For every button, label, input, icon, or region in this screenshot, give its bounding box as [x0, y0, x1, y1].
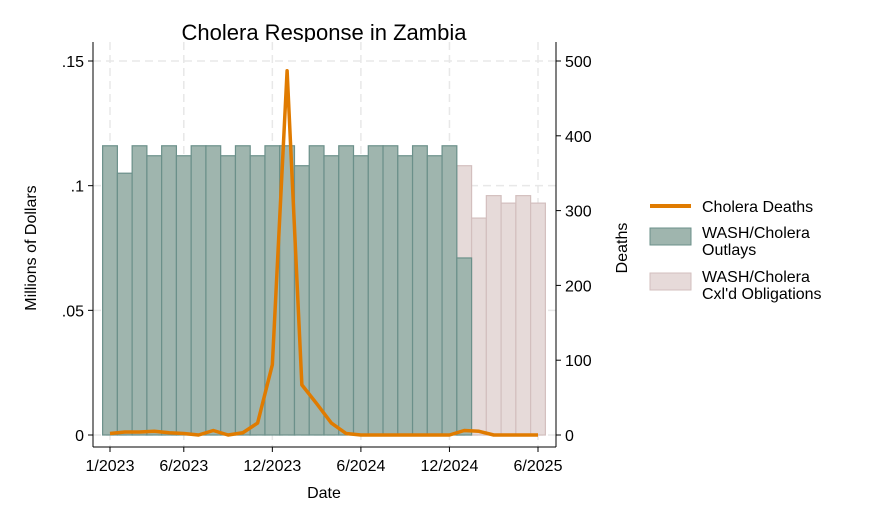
x-tick-label: 12/2024 [421, 458, 479, 475]
bar [354, 156, 369, 435]
legend-label: Cholera Deaths [702, 199, 813, 216]
y2-axis-label: Deaths [614, 223, 631, 274]
x-tick-label: 6/2025 [514, 458, 563, 475]
bar [132, 146, 147, 435]
y2-tick-label: 400 [565, 129, 592, 146]
bar [176, 156, 191, 435]
bar [206, 146, 221, 435]
x-axis-label: Date [307, 485, 341, 502]
x-tick-label: 12/2023 [243, 458, 301, 475]
bar [457, 258, 472, 435]
bar [117, 173, 132, 435]
y-tick-label: .05 [62, 303, 84, 320]
bar [103, 146, 118, 435]
bar [368, 146, 383, 435]
y2-tick-label: 0 [565, 428, 574, 445]
bar [162, 146, 177, 435]
legend-label: Outlays [702, 242, 756, 259]
y-tick-label: .15 [62, 54, 84, 71]
bar [309, 146, 324, 435]
bar [413, 146, 428, 435]
bar [250, 156, 265, 435]
bar [516, 196, 531, 435]
bar [531, 203, 546, 435]
bar [427, 156, 442, 435]
y2-tick-label: 300 [565, 204, 592, 221]
bar [191, 146, 206, 435]
x-tick-label: 6/2024 [336, 458, 385, 475]
legend-obligations-swatch [650, 273, 691, 290]
legend-label: Cxl'd Obligations [702, 286, 822, 303]
bar [442, 146, 457, 435]
bar [501, 203, 516, 435]
bar [221, 156, 236, 435]
y-axis-label: Millions of Dollars [23, 185, 40, 310]
bar [147, 156, 162, 435]
bar [235, 146, 250, 435]
bar [324, 156, 339, 435]
legend-label: WASH/Cholera [702, 225, 810, 242]
legend: Cholera DeathsWASH/CholeraOutlaysWASH/Ch… [650, 199, 822, 303]
y2-tick-label: 200 [565, 278, 592, 295]
bar [339, 146, 354, 435]
legend-outlays-swatch [650, 228, 691, 245]
y-tick-label: .1 [71, 179, 84, 196]
y2-tick-label: 100 [565, 353, 592, 370]
bar [383, 146, 398, 435]
chart-title: Cholera Response in Zambia [182, 20, 468, 45]
y2-tick-label: 500 [565, 54, 592, 71]
bar [472, 218, 487, 435]
x-tick-label: 1/2023 [86, 458, 135, 475]
y-tick-label: 0 [75, 428, 84, 445]
x-tick-label: 6/2023 [159, 458, 208, 475]
bar [486, 196, 501, 435]
legend-label: WASH/Cholera [702, 269, 810, 286]
bar [398, 156, 413, 435]
